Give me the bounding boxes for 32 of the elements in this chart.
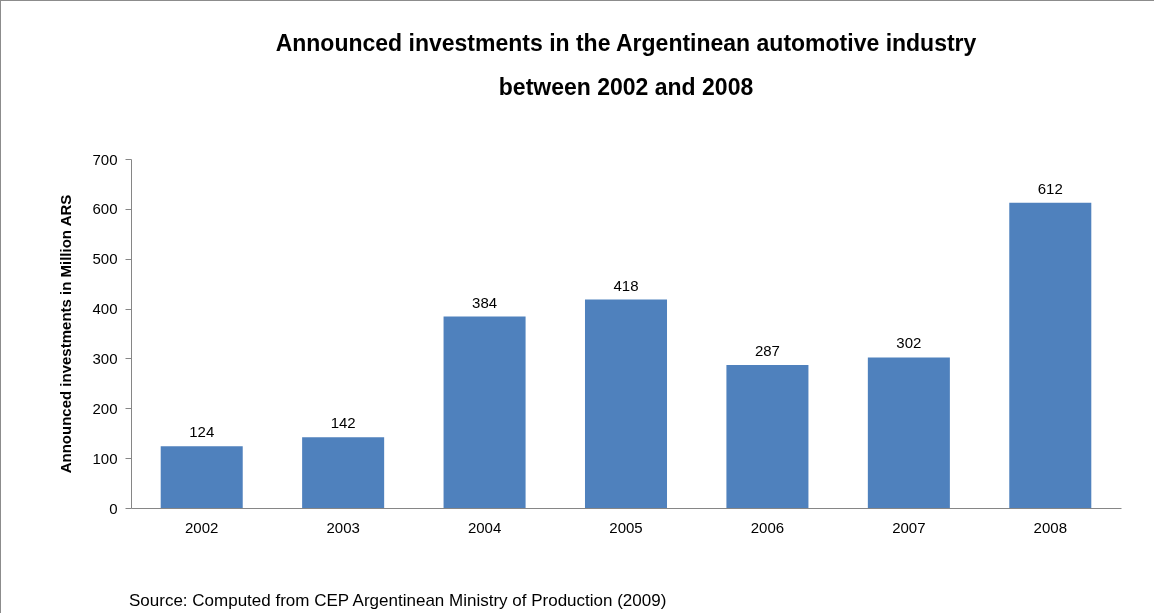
data-label: 124 xyxy=(189,423,215,441)
x-tick-label: 2006 xyxy=(750,518,785,536)
data-label: 287 xyxy=(754,341,780,359)
data-label: 612 xyxy=(1037,179,1063,197)
y-axis-title: Announced investments in Million ARS xyxy=(57,194,75,474)
bar xyxy=(867,357,950,508)
x-tick-label: 2003 xyxy=(326,518,360,536)
chart-title: Announced investments in the Argentinean automotive industry between 2002 and 2008 xyxy=(275,30,977,100)
data-label: 302 xyxy=(896,334,922,352)
y-tick-label: 200 xyxy=(92,399,118,417)
bar xyxy=(160,446,243,508)
data-label: 142 xyxy=(330,414,356,432)
x-tick-label: 2002 xyxy=(185,518,219,536)
bar xyxy=(443,316,526,508)
y-tick-label: 500 xyxy=(92,250,118,268)
bar xyxy=(1009,202,1092,508)
x-tick-label: 2004 xyxy=(467,518,502,536)
y-tick-label: 0 xyxy=(109,499,118,517)
y-tick-label: 700 xyxy=(92,150,118,168)
source-note: Source: Computed from CEP Argentinean Ministry of Production (2009) xyxy=(129,591,667,610)
bar xyxy=(726,364,809,508)
y-tick-label: 600 xyxy=(92,200,118,218)
bar xyxy=(584,299,668,508)
x-tick-label: 2008 xyxy=(1033,518,1067,536)
data-label: 418 xyxy=(613,276,639,294)
x-tick-label: 2005 xyxy=(609,518,643,536)
y-tick-label: 400 xyxy=(92,300,118,318)
y-tick-label: 300 xyxy=(92,349,118,367)
x-tick-label: 2007 xyxy=(892,518,926,536)
bar xyxy=(302,437,385,508)
data-label: 384 xyxy=(472,293,498,311)
y-tick-label: 100 xyxy=(92,449,118,467)
